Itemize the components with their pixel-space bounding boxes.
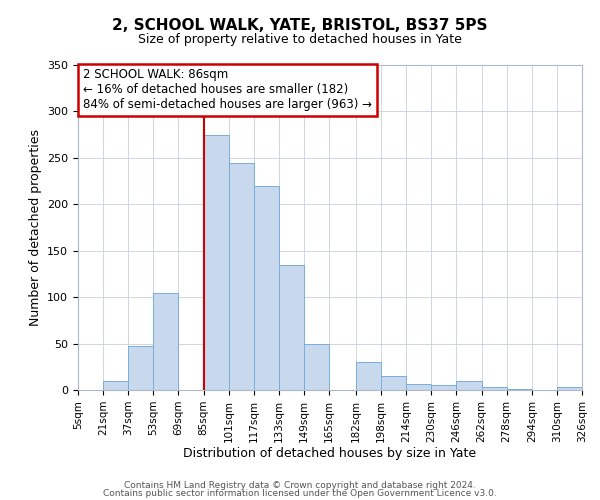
Text: Contains public sector information licensed under the Open Government Licence v3: Contains public sector information licen… [103,489,497,498]
Text: 2, SCHOOL WALK, YATE, BRISTOL, BS37 5PS: 2, SCHOOL WALK, YATE, BRISTOL, BS37 5PS [112,18,488,32]
Bar [557,387,582,390]
Bar [203,134,229,390]
Bar [431,386,457,390]
Bar [304,344,329,390]
Text: 2 SCHOOL WALK: 86sqm
← 16% of detached houses are smaller (182)
84% of semi-deta: 2 SCHOOL WALK: 86sqm ← 16% of detached h… [83,68,372,112]
Y-axis label: Number of detached properties: Number of detached properties [29,129,41,326]
X-axis label: Distribution of detached houses by size in Yate: Distribution of detached houses by size … [184,448,476,460]
Bar [381,376,406,390]
Bar [356,362,381,390]
Bar [103,380,128,390]
Bar [229,162,254,390]
Bar [482,387,506,390]
Bar [279,264,304,390]
Bar [406,384,431,390]
Text: Size of property relative to detached houses in Yate: Size of property relative to detached ho… [138,32,462,46]
Bar [457,380,482,390]
Bar [128,346,154,390]
Text: Contains HM Land Registry data © Crown copyright and database right 2024.: Contains HM Land Registry data © Crown c… [124,480,476,490]
Bar [506,389,532,390]
Bar [154,294,178,390]
Bar [254,186,279,390]
